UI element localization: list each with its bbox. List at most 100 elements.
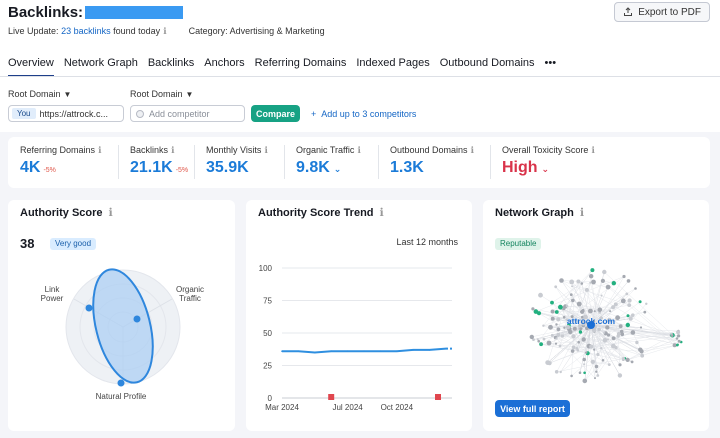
metric-outbound-domains[interactable]: Outbound Domains ℹ 1.3K xyxy=(378,137,490,188)
tab-anchors[interactable]: Anchors xyxy=(204,57,245,69)
graph-node xyxy=(596,352,600,357)
tab-backlinks[interactable]: Backlinks xyxy=(147,57,195,69)
domain-redaction xyxy=(85,6,184,19)
data-point xyxy=(412,349,414,351)
graph-node xyxy=(670,334,674,337)
network-graph[interactable]: attrock.com xyxy=(483,200,709,431)
graph-node xyxy=(559,370,562,374)
metric-backlinks[interactable]: Backlinks ℹ 21.1K -5% xyxy=(118,137,194,188)
graph-edge xyxy=(571,281,621,327)
info-icon[interactable]: ℹ xyxy=(470,145,474,155)
graph-node xyxy=(605,284,611,290)
graph-node xyxy=(554,370,559,374)
tab-network-graph[interactable]: Network Graph xyxy=(63,57,138,69)
graph-edge xyxy=(561,280,587,291)
graph-node xyxy=(617,373,623,378)
graph-edge xyxy=(555,337,596,379)
tab-outbound-domains[interactable]: Outbound Domains xyxy=(439,57,535,69)
graph-edge xyxy=(543,281,579,326)
metric-monthly-visits[interactable]: Monthly Visits ℹ 35.9K xyxy=(194,137,284,188)
info-icon[interactable]: ℹ xyxy=(163,26,167,36)
info-icon[interactable]: ℹ xyxy=(379,207,384,219)
add-competitors-link[interactable]: + Add up to 3 competitors xyxy=(311,109,417,119)
graph-edge xyxy=(565,306,614,308)
backlinks-found-link[interactable]: 23 backlinks xyxy=(61,26,111,36)
root-domain-select-you[interactable]: Root Domain ▼ xyxy=(8,89,72,99)
graph-node xyxy=(602,338,608,343)
axis-label-link-power: Link xyxy=(45,285,61,294)
data-point xyxy=(281,350,283,352)
info-icon[interactable]: ℹ xyxy=(171,145,175,155)
graph-node xyxy=(578,371,582,374)
graph-node xyxy=(615,315,620,321)
graph-node xyxy=(589,281,592,284)
you-domain-field[interactable]: You https://attrock.c... xyxy=(8,105,124,122)
graph-node xyxy=(556,317,561,322)
metric-referring-domains[interactable]: Referring Domains ℹ 4K -5% xyxy=(20,145,102,176)
graph-node xyxy=(583,363,586,366)
info-icon[interactable]: ℹ xyxy=(98,145,102,155)
graph-node xyxy=(625,322,630,328)
tab-indexed-pages[interactable]: Indexed Pages xyxy=(356,57,430,69)
chevron-down-icon: ⌄ xyxy=(541,164,550,174)
graph-edge xyxy=(563,308,605,333)
graph-node xyxy=(626,279,631,283)
radar-point xyxy=(133,315,141,323)
graph-node xyxy=(605,325,610,330)
graph-node xyxy=(606,333,611,337)
radar-point xyxy=(117,379,125,387)
graph-node xyxy=(596,374,600,377)
graph-node xyxy=(559,278,564,283)
graph-node xyxy=(579,327,583,331)
tab-bar: Overview Network Graph Backlinks Anchors… xyxy=(8,57,556,77)
graph-node xyxy=(676,330,681,335)
graph-node xyxy=(565,324,571,330)
graph-edge xyxy=(549,324,592,364)
card-title: Authority Score Trend ℹ xyxy=(258,207,384,219)
graph-node xyxy=(581,315,584,319)
y-tick-label: 0 xyxy=(268,394,273,403)
graph-node xyxy=(542,324,545,327)
graph-edge xyxy=(552,269,593,312)
data-point xyxy=(346,350,349,352)
x-tick-label: Mar 2024 xyxy=(265,403,299,412)
trend-chart: 0 25 50 75 100 Mar 2024 Jul 2024 Oct 2024 xyxy=(259,264,452,412)
info-icon[interactable]: ℹ xyxy=(264,145,268,155)
info-icon[interactable]: ℹ xyxy=(357,145,361,155)
graph-node xyxy=(640,353,645,358)
graph-node xyxy=(582,308,585,312)
graph-node xyxy=(562,315,566,319)
graph-node xyxy=(630,330,636,335)
info-icon[interactable]: ℹ xyxy=(579,207,585,219)
graph-edge xyxy=(551,302,565,318)
info-icon[interactable]: ℹ xyxy=(591,145,595,155)
competitor-input[interactable]: Add competitor xyxy=(130,105,245,122)
reputation-badge: Reputable xyxy=(495,238,542,250)
compare-button[interactable]: Compare xyxy=(251,105,300,122)
root-domain-select-competitor[interactable]: Root Domain ▼ xyxy=(130,89,194,99)
graph-node xyxy=(583,371,586,375)
graph-node xyxy=(550,316,555,321)
metric-toxicity-score[interactable]: Overall Toxicity Score ℹ High ⌄ xyxy=(490,137,620,188)
chevron-down-icon: ▼ xyxy=(63,90,72,99)
graph-node xyxy=(626,314,630,318)
graph-node xyxy=(563,326,566,329)
info-icon[interactable]: ℹ xyxy=(108,207,113,219)
graph-node xyxy=(565,304,569,308)
export-pdf-button[interactable]: Export to PDF xyxy=(614,2,710,22)
metric-organic-traffic[interactable]: Organic Traffic ℹ 9.8K ⌄ xyxy=(284,137,378,188)
view-full-report-button[interactable]: View full report xyxy=(495,400,570,417)
graph-node xyxy=(589,274,594,279)
tab-overview[interactable]: Overview xyxy=(8,57,54,77)
top-panel: Backlinks: Export to PDF Live Update: 23… xyxy=(0,0,720,132)
tab-referring-domains[interactable]: Referring Domains xyxy=(254,57,347,69)
tabs-divider xyxy=(0,76,720,77)
metrics-bar: Referring Domains ℹ 4K -5% Backlinks ℹ 21.1… xyxy=(8,137,710,188)
graph-edge xyxy=(543,311,583,326)
graph-node xyxy=(601,359,605,362)
graph-node xyxy=(618,363,622,367)
graph-node xyxy=(554,310,559,314)
graph-node xyxy=(538,292,543,298)
tab-more[interactable]: ••• xyxy=(544,57,557,69)
graph-node xyxy=(571,285,574,288)
